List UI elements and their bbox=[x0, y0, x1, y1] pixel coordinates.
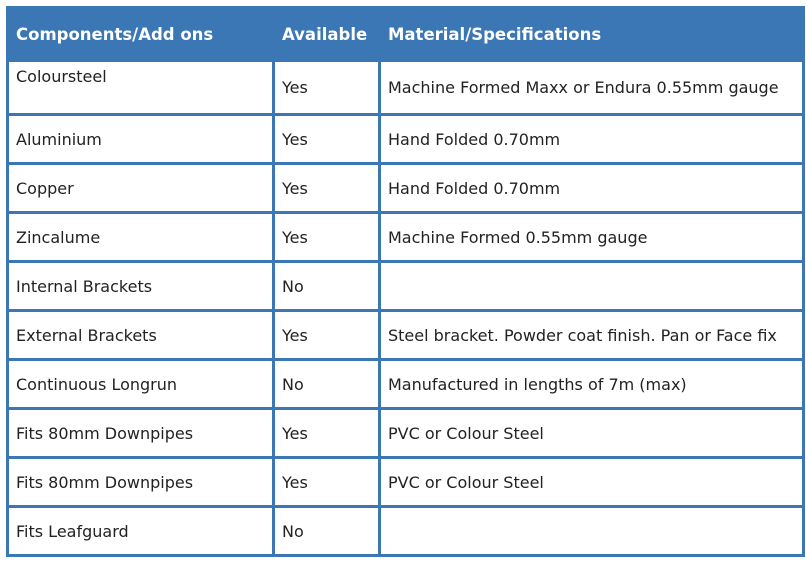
column-header: Material/Specifications bbox=[378, 6, 805, 62]
table-cell: PVC or Colour Steel bbox=[378, 456, 805, 508]
column-header: Components/Add ons bbox=[6, 6, 275, 62]
table-cell: Machine Formed 0.55mm gauge bbox=[378, 211, 805, 263]
table-row: External Brackets Yes Steel bracket. Powde… bbox=[6, 309, 805, 361]
column-header: Available bbox=[272, 6, 381, 62]
table-cell: Internal Brackets bbox=[6, 260, 275, 312]
table-row: Fits Leafguard No bbox=[6, 505, 805, 557]
table-cell: Hand Folded 0.70mm bbox=[378, 162, 805, 214]
table-cell: No bbox=[272, 505, 381, 557]
table-container: Components/Add ons Available Material/Spec… bbox=[6, 6, 805, 557]
table-cell: No bbox=[272, 260, 381, 312]
empty-cell bbox=[378, 505, 805, 557]
table-cell: Manufactured in lengths of 7m (max) bbox=[378, 358, 805, 410]
table-cell: Yes bbox=[272, 59, 381, 116]
table-row: Continuous Longrun No Manufactured in leng… bbox=[6, 358, 805, 410]
table-cell: Hand Folded 0.70mm bbox=[378, 113, 805, 165]
table-row: Coloursteel Yes Machine Formed Maxx or End… bbox=[6, 59, 805, 116]
table-cell: Aluminium bbox=[6, 113, 275, 165]
table-cell: Coloursteel bbox=[6, 59, 275, 116]
table-cell: Yes bbox=[272, 309, 381, 361]
empty-cell bbox=[378, 260, 805, 312]
table-cell: Yes bbox=[272, 407, 381, 459]
table-cell: Zincalume bbox=[6, 211, 275, 263]
table-cell: Yes bbox=[272, 456, 381, 508]
table-row: Fits 80mm Downpipes Yes PVC or Colour Stee… bbox=[6, 456, 805, 508]
table-cell: Fits 80mm Downpipes bbox=[6, 456, 275, 508]
spec-table: Components/Add ons Available Material/Spec… bbox=[6, 6, 805, 557]
table-cell: External Brackets bbox=[6, 309, 275, 361]
table-cell: Fits Leafguard bbox=[6, 505, 275, 557]
table-cell: Fits 80mm Downpipes bbox=[6, 407, 275, 459]
table-cell: Yes bbox=[272, 162, 381, 214]
table-row: Aluminium Yes Hand Folded 0.70mm bbox=[6, 113, 805, 165]
table-row: Copper Yes Hand Folded 0.70mm bbox=[6, 162, 805, 214]
table-cell: No bbox=[272, 358, 381, 410]
table-body: Coloursteel Yes Machine Formed Maxx or End… bbox=[6, 59, 805, 557]
table-row: Zincalume Yes Machine Formed 0.55mm gauge bbox=[6, 211, 805, 263]
table-cell: Yes bbox=[272, 211, 381, 263]
table-row: Internal Brackets No bbox=[6, 260, 805, 312]
table-cell: Machine Formed Maxx or Endura 0.55mm gau… bbox=[378, 59, 805, 116]
table-cell: Yes bbox=[272, 113, 381, 165]
table-cell: Steel bracket. Powder coat finish. Pan o… bbox=[378, 309, 805, 361]
table-cell: PVC or Colour Steel bbox=[378, 407, 805, 459]
table-cell: Copper bbox=[6, 162, 275, 214]
table-cell: Continuous Longrun bbox=[6, 358, 275, 410]
header-row: Components/Add ons Available Material/Spec… bbox=[6, 6, 805, 62]
table-row: Fits 80mm Downpipes Yes PVC or Colour Stee… bbox=[6, 407, 805, 459]
